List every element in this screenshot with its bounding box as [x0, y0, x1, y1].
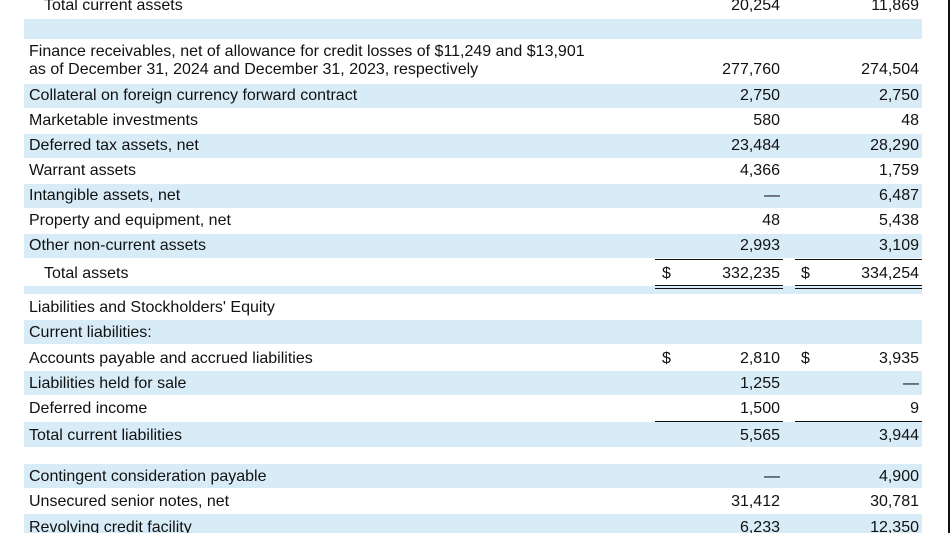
value-2024: 277,760	[722, 61, 780, 78]
value-2024: 2,993	[739, 237, 780, 254]
row-label: Other non-current assets	[29, 237, 206, 254]
row-label: Warrant assets	[29, 162, 136, 179]
total-double-rule	[795, 285, 922, 286]
value-2023: 11,869	[871, 0, 919, 14]
value-2023: 2,750	[878, 87, 919, 104]
total-double-rule	[655, 288, 783, 289]
subtotal-rule	[795, 421, 922, 422]
table-row: Marketable investments 580 48	[24, 109, 922, 133]
row-label: Liabilities held for sale	[29, 375, 187, 392]
table-row: Total assets $ 332,235 $ 334,254	[24, 260, 922, 285]
subtotal-rule	[655, 421, 783, 422]
value-2024: 5,565	[739, 427, 780, 444]
value-2023: —	[903, 375, 919, 392]
table-row: Other non-current assets 2,993 3,109	[24, 234, 922, 258]
table-row: Contingent consideration payable — 4,900	[24, 464, 922, 488]
value-2023: 3,935	[878, 350, 919, 367]
subtotal-rule	[795, 259, 922, 260]
value-2023: 6,487	[878, 187, 919, 204]
value-2023: 5,438	[878, 212, 919, 229]
value-2024: 1,255	[739, 375, 780, 392]
subsection-heading-row: Current liabilities:	[24, 320, 922, 344]
table-row: Deferred tax assets, net 23,484 28,290	[24, 134, 922, 158]
value-2023: 12,350	[870, 519, 919, 533]
table-row: Warrant assets 4,366 1,759	[24, 159, 922, 183]
spacer-row	[24, 19, 922, 39]
value-2024: —	[764, 468, 780, 485]
currency-symbol: $	[662, 350, 671, 367]
table-row: Collateral on foreign currency forward c…	[24, 84, 922, 108]
value-2024: 332,235	[722, 265, 780, 282]
spacer-row	[24, 286, 922, 294]
currency-symbol: $	[801, 265, 810, 282]
value-2024: 2,810	[739, 350, 780, 367]
subsection-heading: Current liabilities:	[29, 324, 152, 341]
row-label: Total current assets	[44, 0, 183, 14]
value-2024: 1,500	[739, 400, 780, 417]
value-2023: 4,900	[878, 468, 919, 485]
subtotal-rule	[655, 259, 783, 260]
total-double-rule	[795, 288, 922, 289]
total-double-rule	[655, 285, 783, 286]
table-row: Revolving credit facility 6,233 12,350	[24, 514, 922, 533]
value-2024: 31,412	[731, 493, 780, 510]
value-2023: 48	[901, 112, 919, 129]
row-label: Deferred income	[29, 400, 148, 417]
value-2024: 48	[762, 212, 780, 229]
section-heading-row: Liabilities and Stockholders' Equity	[24, 295, 922, 319]
value-2024: 2,750	[739, 87, 780, 104]
table-row: Unsecured senior notes, net 31,412 30,78…	[24, 489, 922, 513]
row-label-line-1: Finance receivables, net of allowance fo…	[29, 43, 585, 60]
currency-symbol: $	[662, 265, 671, 282]
value-2023: 9	[910, 400, 919, 417]
value-2024: 6,233	[739, 519, 780, 533]
value-2024: 4,366	[739, 162, 780, 179]
row-label: Revolving credit facility	[29, 519, 192, 533]
table-row: Deferred income 1,500 9	[24, 396, 922, 420]
table-row: Finance receivables, net of allowance fo…	[24, 40, 922, 83]
table-row: Total current liabilities 5,565 3,944	[24, 422, 922, 447]
row-label-line-2: as of December 31, 2024 and December 31,…	[29, 61, 479, 78]
value-2023: 274,504	[861, 61, 919, 78]
row-label: Deferred tax assets, net	[29, 137, 199, 154]
value-2023: 28,290	[870, 137, 919, 154]
value-2024: 20,254	[731, 0, 780, 14]
row-label: Property and equipment, net	[29, 212, 231, 229]
table-row: Liabilities held for sale 1,255 —	[24, 371, 922, 395]
section-heading: Liabilities and Stockholders' Equity	[29, 299, 275, 316]
currency-symbol: $	[801, 350, 810, 367]
value-2023: 1,759	[878, 162, 919, 179]
row-label: Marketable investments	[29, 112, 198, 129]
value-2023: 334,254	[861, 265, 919, 282]
table-row: Total current assets 20,254 11,869	[24, 0, 922, 16]
row-label: Unsecured senior notes, net	[29, 493, 230, 510]
value-2023: 30,781	[870, 493, 919, 510]
value-2024: 580	[753, 112, 780, 129]
row-label: Total current liabilities	[29, 427, 182, 444]
page-edge	[948, 0, 950, 533]
row-label: Contingent consideration payable	[29, 468, 267, 485]
row-label: Accounts payable and accrued liabilities	[29, 350, 313, 367]
value-2023: 3,109	[878, 237, 919, 254]
row-label: Intangible assets, net	[29, 187, 181, 204]
value-2024: —	[764, 187, 780, 204]
row-label: Collateral on foreign currency forward c…	[29, 87, 358, 104]
table-row: Property and equipment, net 48 5,438	[24, 209, 922, 233]
row-label: Total assets	[44, 265, 129, 282]
table-row: Intangible assets, net — 6,487	[24, 184, 922, 208]
value-2024: 23,484	[731, 137, 780, 154]
value-2023: 3,944	[878, 427, 919, 444]
table-row: Accounts payable and accrued liabilities…	[24, 345, 922, 370]
